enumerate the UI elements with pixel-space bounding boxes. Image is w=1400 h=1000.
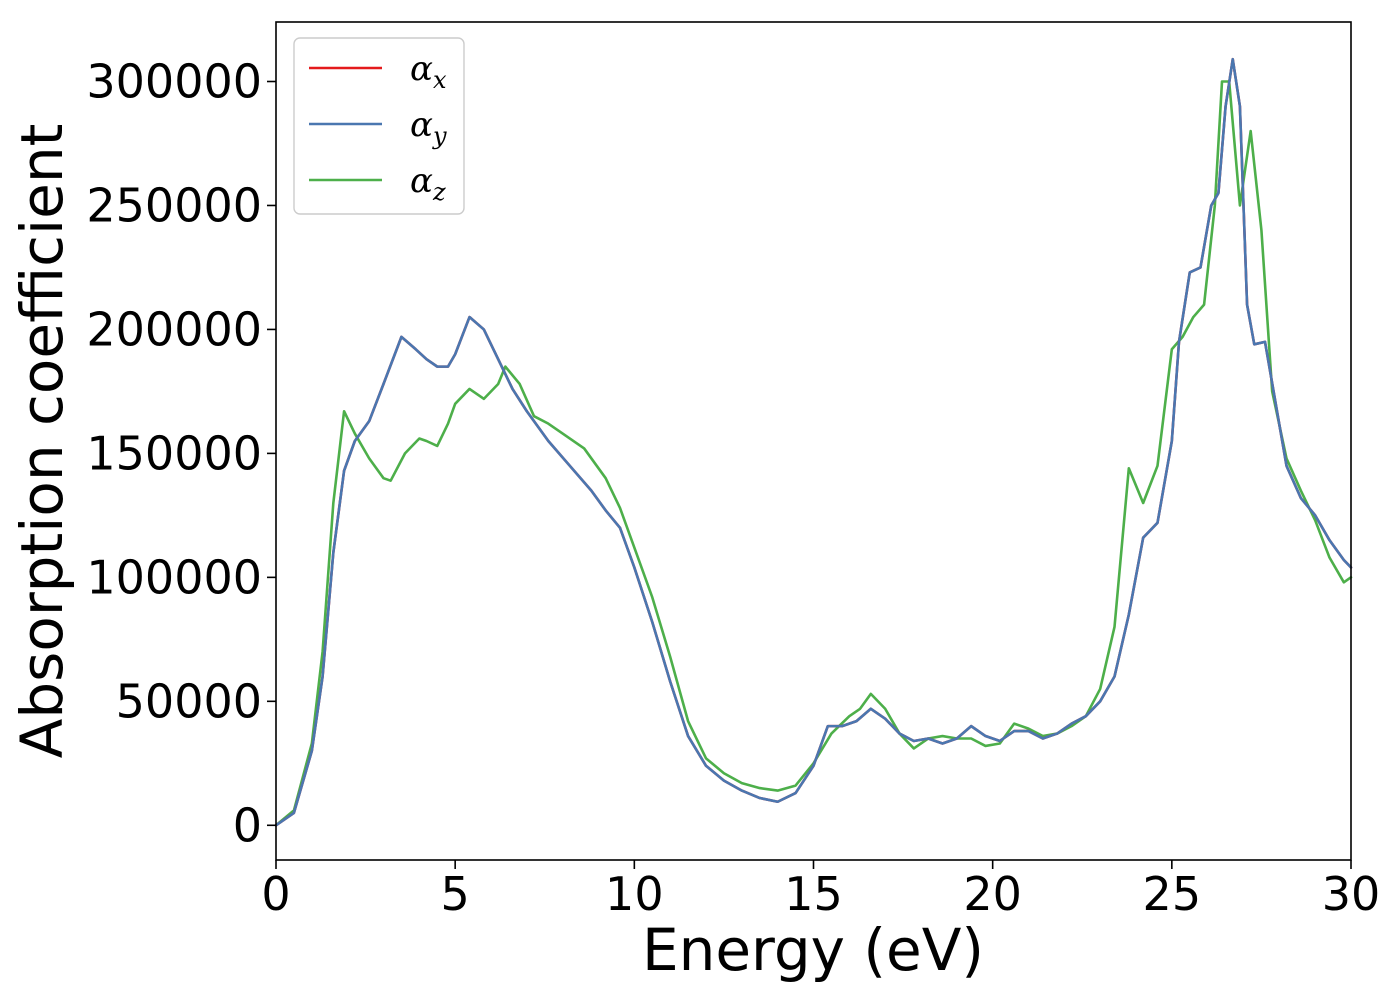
x-tick-label: 20 [963,867,1022,921]
y-tick-label: 300000 [86,55,262,109]
y-tick-label: 200000 [86,302,262,356]
y-axis-title: Absorption coefficient [8,124,76,759]
x-axis-title: Energy (eV) [642,916,984,984]
x-tick-label: 15 [784,867,843,921]
series-layer [274,57,1353,827]
y-tick-label: 100000 [86,550,262,604]
y-axis-ticks: 0 50000 100000 150000 200000 250000 300000 [86,55,276,852]
x-tick-label: 25 [1143,867,1202,921]
series-line-y [274,57,1353,827]
series-line-z [274,80,1353,827]
legend-label-x: αx [410,49,447,94]
legend-box [293,37,465,215]
x-tick-label: 10 [605,867,664,921]
y-tick-label: 0 [233,798,262,852]
legend-label-y: αy [410,105,447,150]
x-axis-ticks: 0 5 10 15 20 25 30 [261,860,1380,921]
y-tick-label: 150000 [86,426,262,480]
x-tick-label: 30 [1322,867,1381,921]
x-tick-label: 0 [261,867,290,921]
y-tick-label: 250000 [86,178,262,232]
legend: αx αy αz [293,37,465,215]
x-tick-label: 5 [441,867,470,921]
y-tick-label: 50000 [116,674,262,728]
legend-label-z: αz [410,161,446,206]
